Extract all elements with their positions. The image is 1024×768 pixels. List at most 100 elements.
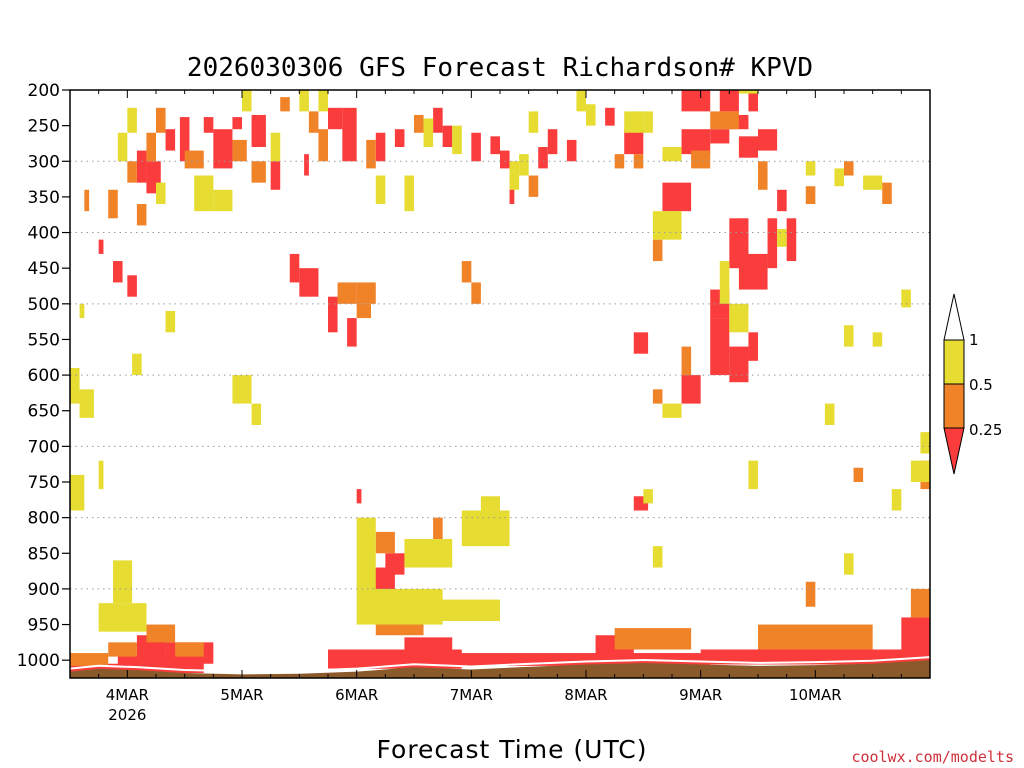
ri-cell-mid-27: [691, 150, 711, 169]
ri-cell-high-21: [404, 175, 414, 212]
ri-cell-high-40: [824, 403, 835, 425]
ri-cell-high-51: [232, 375, 252, 404]
ri-cell-mid-12: [232, 139, 247, 162]
ri-cell-mid-23: [528, 175, 539, 197]
y-tick-label-700: 700: [28, 437, 60, 457]
ri-cell-low-62: [98, 239, 104, 254]
ri-cell-mid-26: [652, 239, 663, 262]
y-tick-label-500: 500: [28, 295, 60, 315]
ri-cell-high-0: [98, 603, 147, 632]
ri-cell-high-48: [652, 546, 663, 568]
y-tick-label-850: 850: [28, 544, 60, 564]
ri-cell-high-15: [156, 182, 166, 205]
ri-cell-low-15: [179, 117, 190, 162]
y-tick-label-800: 800: [28, 509, 60, 529]
ri-cell-mid-7: [910, 588, 930, 618]
ri-cell-high-8: [70, 474, 85, 511]
ri-cell-mid-18: [356, 282, 376, 304]
ri-cell-mid-31: [844, 161, 854, 176]
ri-cell-low-46: [748, 90, 758, 112]
ri-cell-low-55: [681, 375, 701, 404]
ri-cell-high-28: [624, 111, 644, 133]
x-axis-title: Forecast Time (UTC): [377, 735, 648, 764]
ri-cell-mid-36: [652, 389, 663, 404]
ri-cell-high-19: [318, 90, 328, 112]
ri-cell-mid-10: [146, 132, 156, 162]
ri-cell-high-50: [748, 460, 758, 490]
ri-cell-low-34: [538, 147, 548, 169]
y-axis: 200 250 300 350 400 450 500 550 600 650 700 750 800 8…: [17, 81, 70, 671]
legend-swatch-0.25-0.5: [943, 383, 965, 429]
y-tick-label-950: 950: [28, 616, 60, 636]
ri-cell-high-16: [242, 90, 252, 112]
ri-cell-high-23: [452, 125, 462, 155]
y-tick-label-200: 200: [28, 81, 60, 101]
ground-layer: [69, 656, 931, 678]
ri-cell-low-44: [710, 129, 730, 144]
legend-swatch-below-0.25: [943, 427, 965, 475]
ri-cell-low-61: [442, 125, 453, 148]
ri-cell-high-26: [576, 90, 586, 112]
ri-cell-low-42: [719, 90, 739, 112]
ri-cell-low-20: [270, 161, 281, 190]
ri-cell-high-29: [643, 111, 653, 133]
ri-cell-high-17: [270, 132, 281, 162]
ri-cell-low-21: [289, 253, 300, 283]
credit-text: coolwx.com/modelts: [851, 748, 1014, 766]
ri-cell-low-63: [113, 261, 123, 283]
ri-cell-low-11: [385, 553, 405, 575]
ri-cell-mid-25: [633, 154, 644, 169]
ri-cell-low-25: [342, 107, 357, 162]
ri-cell-high-43: [910, 460, 930, 482]
ri-cell-low-6: [452, 653, 711, 666]
ri-cell-low-19: [251, 114, 266, 148]
ri-cell-high-34: [738, 90, 758, 94]
ri-cell-mid-33: [882, 182, 892, 205]
ri-cell-low-26: [328, 296, 338, 333]
ri-cell-high-46: [844, 553, 854, 575]
x-tick-label-5MAR: 5MAR: [220, 686, 263, 704]
ri-cell-high-14: [213, 189, 233, 212]
y-tick-label-750: 750: [28, 473, 60, 493]
x-tick-label-6MAR: 6MAR: [335, 686, 378, 704]
ri-cell-high-39: [901, 289, 911, 308]
grid-lines: [70, 160, 930, 590]
ri-cell-high-22: [423, 118, 434, 148]
ri-cell-high-30: [652, 211, 682, 240]
ri-cell-low-5: [404, 637, 453, 652]
ri-cell-low-35: [605, 107, 615, 126]
ri-cell-low-32: [500, 150, 510, 169]
ri-cell-low-17: [213, 129, 233, 169]
ri-cell-low-47: [758, 129, 778, 151]
ri-cell-low-54: [748, 332, 758, 361]
ri-cell-high-42: [872, 332, 883, 347]
ri-cell-low-16: [203, 117, 214, 133]
surface-line: [69, 656, 931, 673]
x-axis: 4MAR 2026 5MAR 6MAR 7MAR 8MAR 9MAR 10MAR: [69, 90, 931, 724]
ri-cell-low-59: [566, 139, 577, 162]
legend-swatch-0.5-1: [943, 339, 965, 385]
ri-cell-mid-41: [356, 303, 371, 319]
ri-cell-mid-13: [251, 161, 266, 183]
colorbar-legend: 1 0.5 0.25: [943, 293, 1002, 475]
ri-cell-low-53: [729, 346, 749, 383]
ri-cell-high-53: [79, 303, 85, 319]
ri-cell-high-2: [356, 588, 443, 625]
ri-cell-high-47: [643, 489, 653, 504]
ri-cell-mid-15: [308, 111, 319, 133]
ri-cell-mid-8: [156, 107, 166, 133]
ri-cell-high-36: [805, 161, 816, 176]
y-tick-label-650: 650: [28, 402, 60, 422]
ri-cell-mid-11: [184, 150, 204, 169]
ri-cell-mid-6: [758, 624, 873, 650]
ri-cell-mid-17: [337, 282, 357, 304]
ri-cell-low-9: [901, 617, 930, 654]
x-tick-label-10MAR: 10MAR: [789, 686, 842, 704]
ri-cell-high-41: [844, 325, 854, 347]
ri-cell-high-18: [299, 90, 309, 112]
ri-cell-low-58: [547, 129, 558, 155]
ri-cell-high-11: [127, 107, 137, 133]
ri-cell-high-20: [375, 175, 386, 205]
ri-cell-low-18: [232, 117, 242, 130]
